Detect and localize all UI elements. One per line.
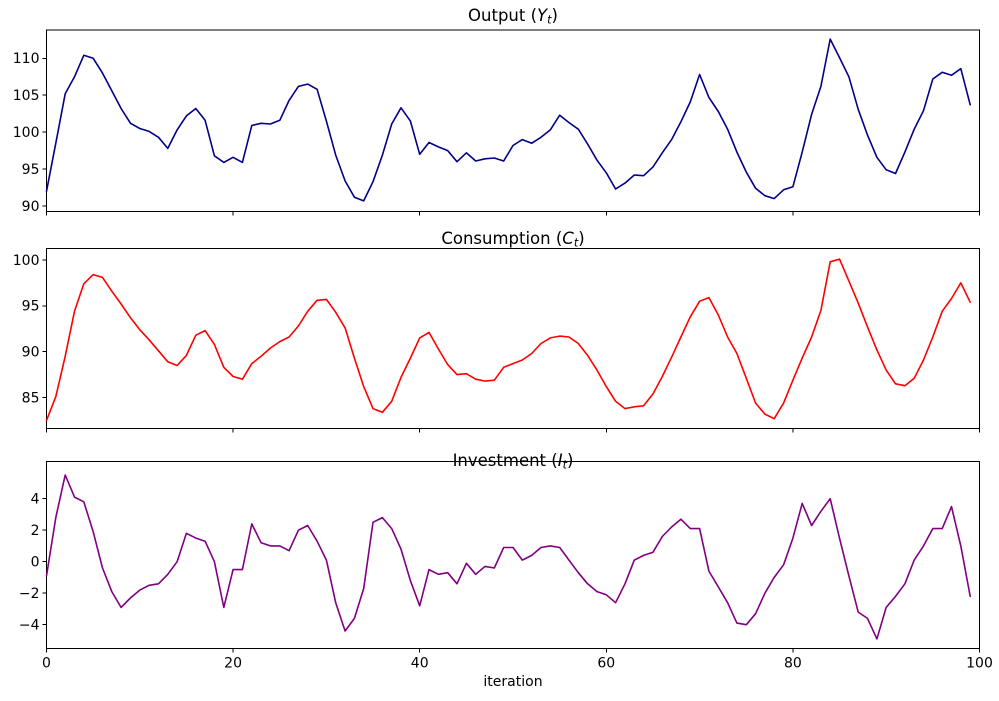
output-y-tick-label: 100 — [13, 125, 40, 141]
investment-y-tick-label: 4 — [31, 491, 40, 507]
title-math-var: Yt — [537, 6, 552, 27]
investment-axes-box — [46, 461, 980, 649]
x-tick-label: 80 — [784, 656, 802, 672]
consumption-y-tick-label: 85 — [22, 390, 40, 406]
investment-y-tick-label: −4 — [19, 618, 40, 634]
consumption-y-tick-label: 100 — [13, 253, 40, 269]
x-tick-label: 20 — [224, 656, 242, 672]
x-tick-label: 100 — [966, 656, 993, 672]
output-y-tick-label: 90 — [22, 199, 40, 215]
consumption-chart-title: Consumption (Ct) — [441, 229, 585, 250]
title-text: Consumption ( — [441, 229, 563, 248]
output-axes-box — [46, 29, 980, 212]
x-axis-label: iteration — [483, 674, 543, 690]
title-text: Output ( — [468, 6, 538, 25]
title-text: ) — [578, 229, 585, 248]
output-y-tick-label: 105 — [13, 88, 40, 104]
title-math-var: Ct — [562, 229, 579, 250]
investment-y-tick-label: 0 — [31, 554, 40, 570]
title-math-var: It — [557, 451, 567, 472]
investment-chart-title: Investment (It) — [452, 451, 574, 472]
output-line — [45, 38, 972, 202]
output-y-tick-label: 95 — [22, 162, 40, 178]
output-chart-title: Output (Yt) — [468, 6, 558, 27]
output-y-tick-label: 110 — [13, 51, 40, 67]
investment-y-tick-label: 2 — [31, 523, 40, 539]
title-text: ) — [566, 451, 574, 470]
x-tick-label: 60 — [597, 656, 615, 672]
investment-y-tick-label: −2 — [19, 586, 40, 602]
investment-line — [45, 474, 972, 640]
title-text: Investment ( — [452, 451, 558, 470]
title-text: ) — [551, 6, 558, 25]
consumption-axes-box — [46, 248, 980, 429]
consumption-y-tick-label: 95 — [22, 299, 40, 315]
x-tick-label: 40 — [411, 656, 429, 672]
x-tick-label: 0 — [42, 656, 51, 672]
consumption-line — [45, 258, 972, 422]
consumption-y-tick-label: 90 — [22, 345, 40, 361]
